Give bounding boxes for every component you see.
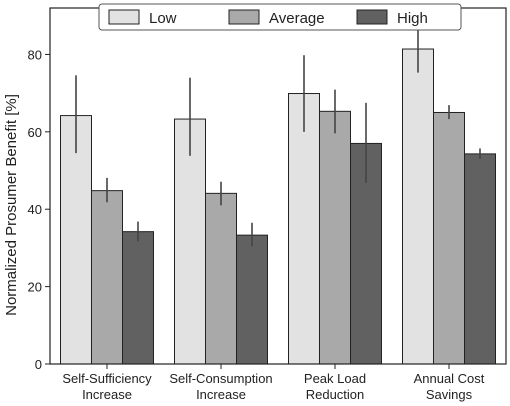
legend-label-average: Average xyxy=(269,10,325,27)
x-tick-label: Annual Cost xyxy=(414,371,485,386)
x-tick-label: Reduction xyxy=(306,387,365,402)
x-tick-label: Increase xyxy=(82,387,132,402)
bar-low-0 xyxy=(60,115,92,365)
bar-average-2 xyxy=(319,110,351,365)
bars-layer xyxy=(60,25,496,365)
bar-low-1 xyxy=(174,118,206,365)
x-tick-label: Self-Sufficiency xyxy=(62,371,152,386)
bar-average-0 xyxy=(91,190,123,365)
y-tick-label: 40 xyxy=(28,202,42,217)
y-tick-label: 0 xyxy=(35,357,42,372)
bar-low-2 xyxy=(288,93,320,365)
bar-low-3 xyxy=(402,48,434,365)
x-tick-label: Peak Load xyxy=(304,371,366,386)
legend-label-high: High xyxy=(397,10,428,27)
bar-high-3 xyxy=(464,153,496,365)
y-tick-label: 60 xyxy=(28,125,42,140)
y-tick-label: 80 xyxy=(28,47,42,62)
legend-swatch-high xyxy=(356,9,388,25)
y-axis-label: Normalized Prosumer Benefit [%] xyxy=(3,94,20,316)
legend-swatch-average xyxy=(228,9,260,25)
legend: Low Average High xyxy=(98,3,462,31)
bar-high-1 xyxy=(236,234,268,365)
bar-average-1 xyxy=(205,192,237,365)
x-tick-label: Increase xyxy=(196,387,246,402)
bar-average-3 xyxy=(433,111,465,365)
y-tick-label: 20 xyxy=(28,280,42,295)
x-tick-label: Self-Consumption xyxy=(169,371,272,386)
x-tick-label: Savings xyxy=(426,387,473,402)
axes-layer: 020406080Self-SufficiencyIncreaseSelf-Co… xyxy=(28,7,507,402)
bar-high-0 xyxy=(122,231,154,365)
legend-label-low: Low xyxy=(149,10,177,27)
legend-swatch-low xyxy=(108,9,140,25)
